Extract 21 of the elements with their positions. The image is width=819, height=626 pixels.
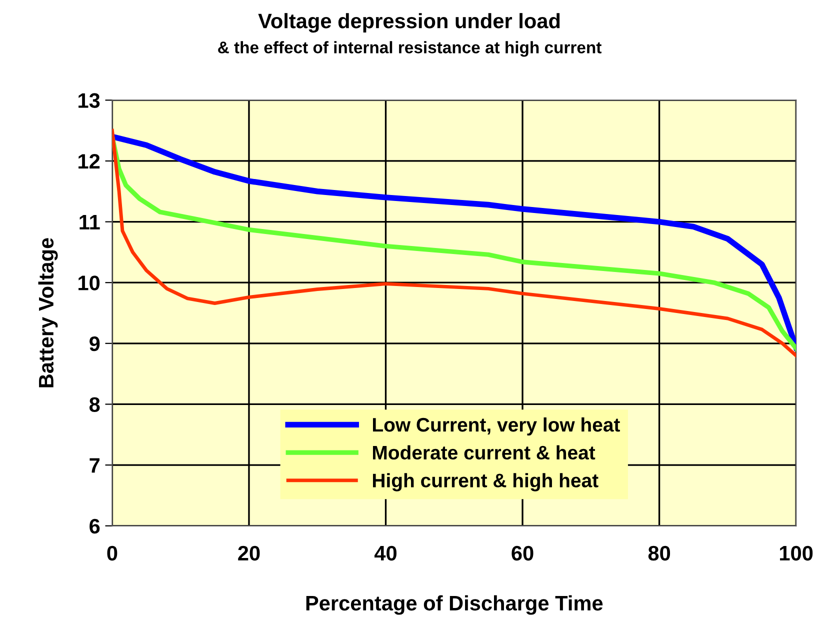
x-tick-label: 80 [648,546,670,561]
x-tick-label: 20 [238,546,260,561]
x-tick-label: 0 [107,546,118,561]
legend-label: High current & high heat [372,473,598,492]
y-tick-label: 10 [78,276,100,290]
x-axis-title: Percentage of Discharge Time [306,595,603,615]
x-tick-label: 100 [780,546,813,561]
y-tick-label: 6 [90,518,100,534]
chart-title: Voltage depression under load [258,13,560,33]
legend-label: Low Current, very low heat [372,417,620,436]
y-tick-label: 13 [78,93,100,108]
y-axis-title: Battery Voltage [38,238,58,388]
legend-label: Moderate current & heat [372,445,596,460]
chart-subtitle: & the effect of internal resistance at high current [218,41,602,57]
y-tick-label: 12 [78,154,100,169]
y-tick-label: 9 [90,336,100,352]
x-tick-label: 40 [374,546,396,561]
y-tick-label: 8 [89,397,100,412]
y-tick-label: 7 [90,458,100,473]
y-tick-label: 11 [80,215,100,230]
x-tick-label: 60 [512,546,534,561]
